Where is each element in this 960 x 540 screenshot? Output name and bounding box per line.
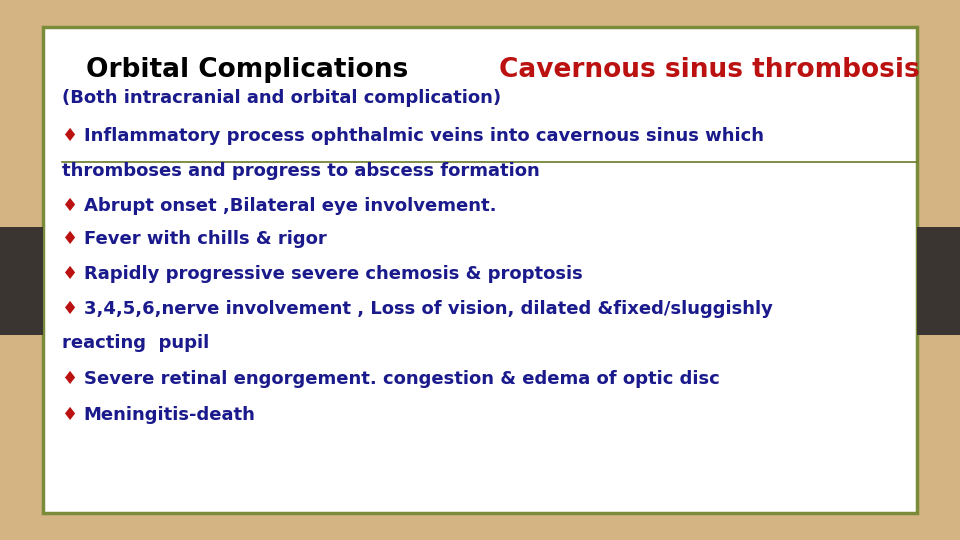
Text: Abrupt onset ,Bilateral eye involvement.: Abrupt onset ,Bilateral eye involvement. xyxy=(84,197,496,215)
Text: Inflammatory process ophthalmic veins into cavernous sinus which: Inflammatory process ophthalmic veins in… xyxy=(84,127,763,145)
Text: ♦: ♦ xyxy=(62,230,79,247)
Text: thromboses and progress to abscess formation: thromboses and progress to abscess forma… xyxy=(62,162,540,180)
Text: ♦: ♦ xyxy=(62,300,79,318)
Text: Orbital Complications: Orbital Complications xyxy=(86,57,409,83)
Text: reacting  pupil: reacting pupil xyxy=(62,334,209,352)
FancyBboxPatch shape xyxy=(43,27,917,513)
Text: ♦: ♦ xyxy=(62,127,79,145)
Text: Meningitis-death: Meningitis-death xyxy=(84,406,255,424)
FancyBboxPatch shape xyxy=(917,227,960,335)
Text: ♦: ♦ xyxy=(62,370,79,388)
FancyBboxPatch shape xyxy=(0,227,43,335)
Text: 3,4,5,6,nerve involvement , Loss of vision, dilated &fixed/sluggishly: 3,4,5,6,nerve involvement , Loss of visi… xyxy=(84,300,773,318)
Text: ♦: ♦ xyxy=(62,265,79,282)
Text: ♦: ♦ xyxy=(62,197,79,215)
Text: Rapidly progressive severe chemosis & proptosis: Rapidly progressive severe chemosis & pr… xyxy=(84,265,583,282)
Text: ♦: ♦ xyxy=(62,406,79,424)
Text: Fever with chills & rigor: Fever with chills & rigor xyxy=(84,230,326,247)
Text: Severe retinal engorgement. congestion & edema of optic disc: Severe retinal engorgement. congestion &… xyxy=(84,370,719,388)
Text: (Both intracranial and orbital complication): (Both intracranial and orbital complicat… xyxy=(62,89,501,107)
Text: Cavernous sinus thrombosis: Cavernous sinus thrombosis xyxy=(499,57,920,83)
